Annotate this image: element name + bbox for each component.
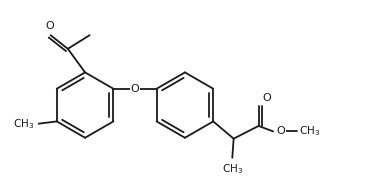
Text: O: O	[45, 21, 54, 31]
Text: O: O	[262, 93, 271, 103]
Text: O: O	[131, 84, 139, 94]
Text: CH$_3$: CH$_3$	[13, 117, 34, 131]
Text: CH$_3$: CH$_3$	[222, 162, 243, 176]
Text: CH$_3$: CH$_3$	[299, 124, 320, 138]
Text: O: O	[276, 126, 285, 136]
